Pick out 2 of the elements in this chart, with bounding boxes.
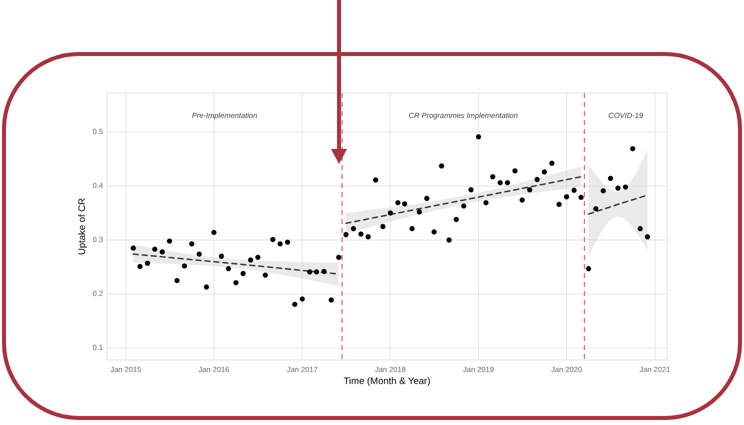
y-axis-title: Uptake of CR [77,198,88,256]
x-axis-title: Time (Month & Year) [344,376,430,387]
